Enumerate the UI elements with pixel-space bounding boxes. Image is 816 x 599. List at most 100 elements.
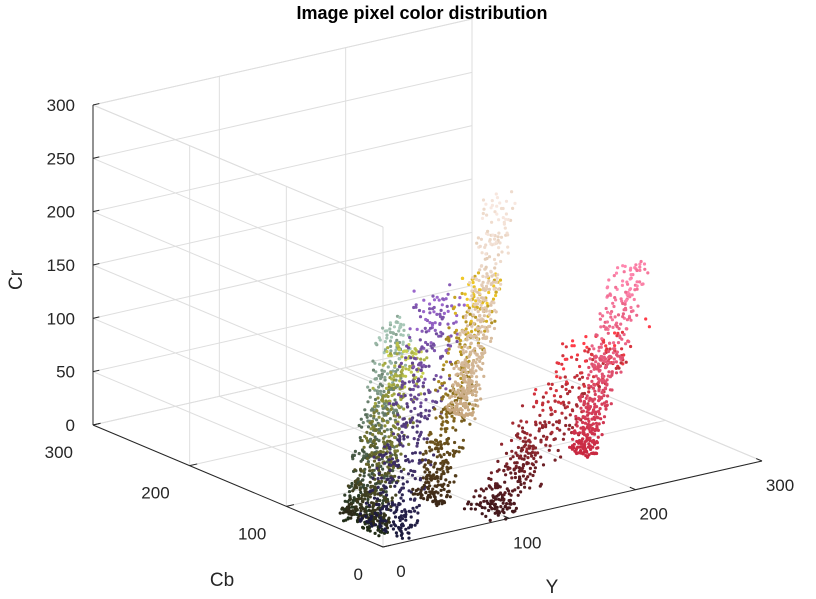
data-point-cluster-6 [487, 279, 491, 283]
data-point-cluster-4 [539, 455, 543, 459]
data-point-cluster-5 [612, 304, 616, 309]
data-point-cluster-5 [619, 322, 623, 326]
data-point-cluster-5 [607, 370, 611, 374]
data-point-cluster-4 [583, 349, 587, 353]
data-point-cluster-3 [440, 466, 444, 470]
data-point-cluster-4 [499, 505, 503, 509]
data-point-cluster-2 [421, 381, 426, 385]
data-point-cluster-1 [380, 479, 384, 483]
data-point-cluster-4 [561, 354, 565, 358]
data-point-cluster-4 [584, 335, 588, 339]
data-point-cluster-6 [471, 313, 475, 317]
data-point-cluster-6 [472, 403, 476, 407]
data-point-cluster-2 [416, 379, 420, 383]
data-point-cluster-2 [392, 522, 396, 526]
data-point-cluster-4 [587, 390, 591, 394]
data-point-cluster-4 [517, 466, 521, 470]
data-point-cluster-4 [613, 331, 617, 335]
data-point-cluster-4 [538, 421, 542, 425]
y-tick-mark [189, 463, 198, 467]
data-point-cluster-4 [503, 491, 507, 495]
data-point-cluster-5 [609, 311, 613, 316]
data-point-cluster-4 [569, 355, 574, 359]
data-point-cluster-3 [433, 484, 437, 488]
data-point-cluster-6 [492, 301, 496, 305]
data-point-cluster-1 [386, 411, 390, 416]
data-point-cluster-2 [428, 307, 432, 311]
data-point-cluster-4 [573, 375, 577, 379]
data-point-cluster-3 [426, 487, 430, 491]
data-point-cluster-1 [375, 409, 379, 413]
data-point-cluster-0 [366, 526, 370, 531]
data-point-cluster-3 [458, 350, 463, 354]
data-point-cluster-5 [586, 417, 590, 421]
data-point-cluster-4 [563, 375, 567, 379]
data-point-cluster-2 [409, 409, 413, 413]
data-point-cluster-6 [493, 237, 497, 241]
data-point-cluster-4 [580, 375, 585, 379]
data-point-cluster-1 [399, 374, 403, 378]
data-point-cluster-2 [446, 292, 450, 296]
data-point-cluster-2 [402, 437, 406, 441]
data-point-cluster-0 [385, 428, 389, 432]
data-point-cluster-2 [378, 519, 382, 523]
data-point-cluster-2 [415, 441, 420, 445]
data-point-cluster-2 [428, 326, 433, 330]
data-point-cluster-4 [564, 387, 568, 391]
data-point-cluster-2 [425, 437, 429, 441]
data-point-cluster-3 [466, 303, 470, 308]
data-point-cluster-6 [455, 407, 459, 412]
data-point-cluster-5 [608, 341, 612, 345]
data-point-cluster-1 [395, 352, 399, 356]
data-point-cluster-6 [480, 284, 484, 288]
data-point-cluster-6 [463, 389, 467, 393]
data-point-cluster-2 [400, 536, 404, 540]
data-point-cluster-2 [424, 317, 428, 322]
data-point-cluster-1 [355, 507, 359, 511]
data-point-cluster-0 [383, 412, 387, 416]
data-point-cluster-4 [568, 413, 572, 417]
data-point-cluster-5 [610, 370, 614, 374]
data-point-cluster-5 [635, 287, 639, 291]
data-point-cluster-3 [442, 471, 446, 476]
data-point-cluster-5 [576, 416, 581, 420]
data-point-cluster-3 [431, 487, 435, 491]
data-point-cluster-2 [387, 402, 392, 406]
data-point-cluster-0 [377, 534, 381, 538]
data-point-cluster-0 [361, 449, 365, 453]
data-point-cluster-2 [364, 514, 368, 519]
data-point-cluster-2 [448, 283, 452, 287]
data-point-cluster-3 [420, 458, 425, 462]
data-point-cluster-1 [404, 367, 408, 371]
data-point-cluster-3 [464, 320, 468, 324]
data-point-cluster-3 [453, 330, 457, 335]
data-point-cluster-0 [382, 402, 387, 406]
data-point-cluster-5 [596, 416, 600, 420]
data-point-cluster-2 [422, 392, 427, 396]
data-point-cluster-5 [592, 432, 597, 436]
data-point-cluster-3 [442, 487, 446, 491]
data-point-cluster-3 [436, 449, 440, 454]
data-point-cluster-2 [399, 361, 403, 365]
data-point-cluster-1 [386, 346, 390, 350]
data-point-cluster-4 [502, 469, 506, 473]
data-point-cluster-2 [404, 421, 409, 425]
data-point-cluster-4 [532, 456, 536, 461]
data-point-cluster-2 [413, 497, 417, 501]
data-point-cluster-2 [434, 374, 438, 378]
data-point-cluster-2 [401, 476, 405, 480]
data-point-cluster-6 [466, 346, 470, 350]
x-tick-label: 0 [396, 562, 405, 581]
data-point-cluster-2 [454, 320, 458, 324]
data-point-cluster-5 [595, 451, 599, 456]
data-point-cluster-2 [409, 510, 413, 514]
z-tick-label: 250 [47, 149, 75, 168]
data-point-cluster-1 [399, 452, 403, 456]
data-point-cluster-5 [614, 360, 619, 364]
box-edge [471, 338, 763, 462]
data-point-cluster-0 [373, 397, 378, 402]
data-point-cluster-3 [447, 347, 451, 351]
data-point-cluster-4 [560, 362, 564, 366]
data-point-cluster-5 [591, 422, 596, 426]
data-point-cluster-6 [475, 326, 479, 330]
